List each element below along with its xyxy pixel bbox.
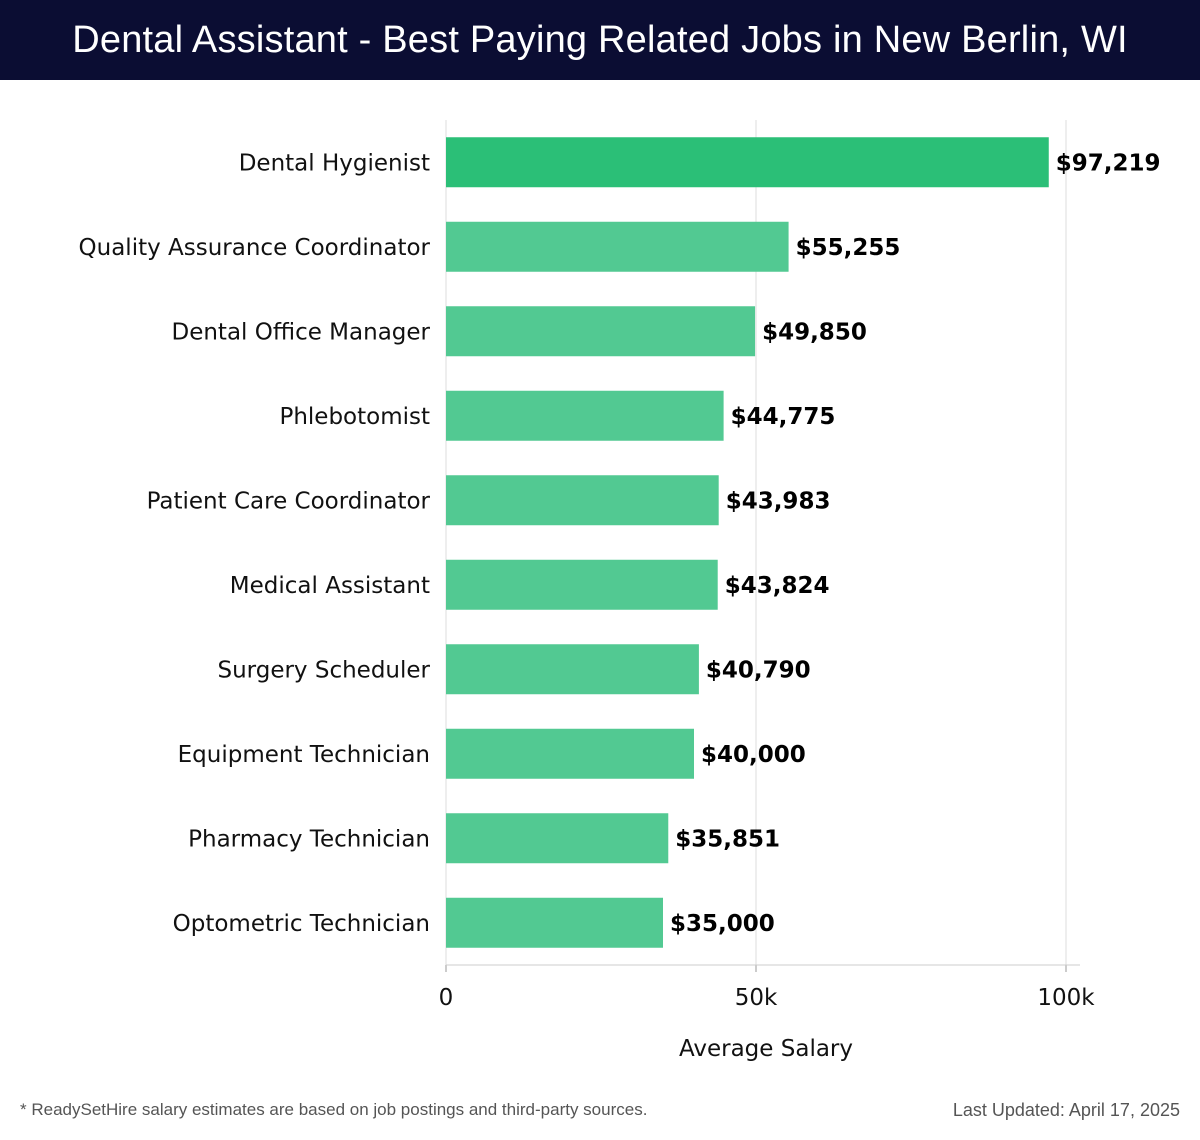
value-label: $40,790 (706, 657, 811, 683)
value-label: $55,255 (796, 235, 901, 261)
bar (446, 559, 718, 610)
bar (446, 306, 756, 357)
category-label: Surgery Scheduler (217, 657, 430, 683)
category-label: Phlebotomist (279, 404, 430, 430)
category-label: Patient Care Coordinator (147, 488, 431, 514)
salary-bar-chart: 0 50k 100k Dental Hygienist $97,219 Quality A… (79, 120, 1161, 1062)
x-tick-label: 0 (439, 985, 454, 1011)
category-label: Quality Assurance Coordinator (79, 235, 431, 261)
chart-header: Dental Assistant - Best Paying Related J… (0, 0, 1200, 80)
value-label: $35,851 (675, 826, 780, 852)
value-label: $35,000 (670, 911, 775, 937)
last-updated: Last Updated: April 17, 2025 (952, 1100, 1180, 1120)
bar (446, 390, 724, 441)
bar (446, 644, 699, 695)
page-title: Dental Assistant - Best Paying Related J… (72, 18, 1128, 61)
footer-note: * ReadySetHire salary estimates are base… (20, 1100, 648, 1119)
bar (446, 221, 789, 272)
category-label: Pharmacy Technician (188, 826, 430, 852)
bar (446, 728, 694, 779)
value-label: $97,219 (1056, 150, 1161, 176)
bar (446, 137, 1049, 188)
x-axis-title: Average Salary (679, 1036, 853, 1062)
category-label: Dental Office Manager (171, 319, 430, 345)
value-label: $49,850 (762, 319, 867, 345)
x-tick-label: 100k (1037, 985, 1095, 1011)
x-tick-label: 50k (735, 985, 778, 1011)
bar (446, 813, 669, 864)
category-label: Equipment Technician (178, 742, 430, 768)
bar (446, 897, 663, 948)
category-label: Optometric Technician (173, 911, 430, 937)
value-label: $43,983 (726, 488, 831, 514)
category-label: Medical Assistant (230, 573, 430, 599)
category-label: Dental Hygienist (239, 150, 430, 176)
value-label: $43,824 (725, 573, 830, 599)
value-label: $40,000 (701, 742, 806, 768)
value-label: $44,775 (731, 404, 836, 430)
bar (446, 475, 719, 526)
